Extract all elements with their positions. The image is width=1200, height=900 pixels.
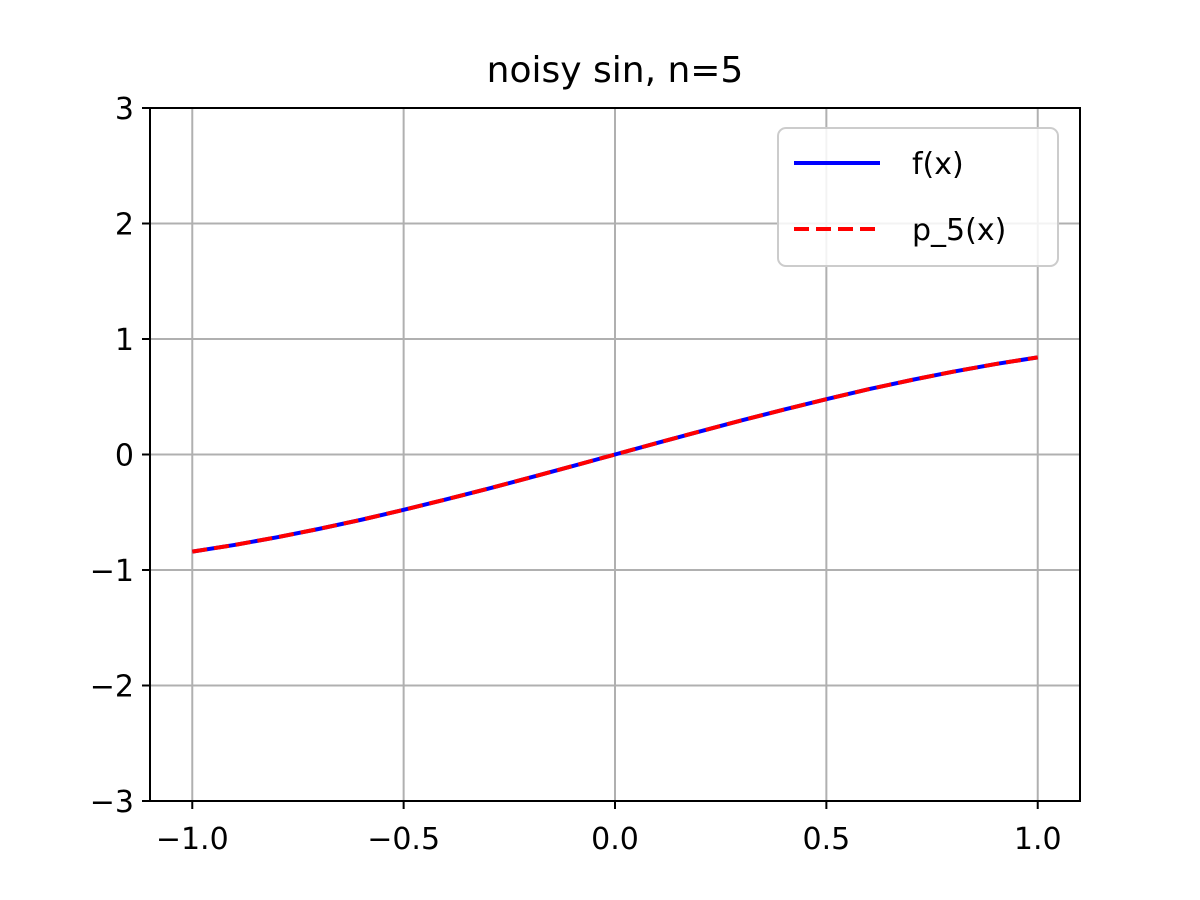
y-tick-label: 1 [115,323,134,358]
axis-ticks: −1.0 −0.5 0.0 0.5 1.0 −3 −2 −1 0 1 2 3 [90,92,1062,857]
legend: f(x) p_5(x) [777,127,1059,267]
y-tick-label: −3 [90,785,134,820]
y-tick-label: 0 [115,439,134,474]
x-tick-label: −0.5 [367,822,440,857]
legend-label-f: f(x) [912,147,964,182]
legend-label-p5: p_5(x) [912,213,1006,248]
x-tick-label: −1.0 [156,822,229,857]
x-tick-label: 0.5 [803,822,851,857]
x-tick-label: 0.0 [591,822,639,857]
y-tick-label: 3 [115,92,134,127]
y-tick-label: −2 [90,670,134,705]
series-line-1 [191,355,1039,554]
plot-series [191,355,1039,554]
x-tick-label: 1.0 [1014,822,1062,857]
chart-title: noisy sin, n=5 [487,50,744,91]
y-tick-label: 2 [115,208,134,243]
y-tick-label: −1 [90,554,134,589]
